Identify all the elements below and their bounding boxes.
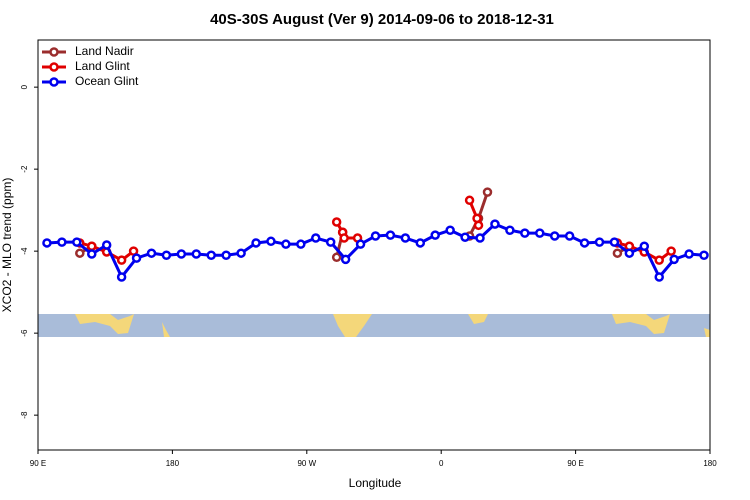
point — [221, 250, 231, 260]
legend-label: Ocean Glint — [75, 74, 139, 88]
point — [699, 250, 709, 260]
chart-title: 40S-30S August (Ver 9) 2014-09-06 to 201… — [210, 11, 554, 28]
point — [331, 217, 342, 227]
point — [654, 255, 664, 265]
plot-frame — [37, 39, 711, 451]
point — [266, 236, 276, 247]
point — [101, 240, 112, 250]
point — [72, 237, 82, 247]
point — [355, 239, 366, 249]
y-tick-label: -6 — [20, 329, 29, 337]
point — [206, 250, 216, 260]
point — [579, 238, 590, 248]
legend-marker — [49, 47, 59, 57]
point — [684, 249, 694, 259]
point — [75, 248, 85, 258]
point — [609, 237, 620, 247]
point — [57, 237, 67, 247]
point — [400, 233, 411, 243]
map-strip — [38, 314, 710, 337]
x-tick-label: 180 — [166, 459, 180, 468]
point — [460, 232, 470, 242]
point — [654, 272, 664, 282]
point — [131, 253, 142, 263]
x-tick-label: 90 E — [567, 459, 583, 468]
point — [505, 225, 515, 235]
point — [161, 250, 172, 260]
point — [612, 248, 623, 258]
point — [339, 233, 349, 243]
point — [666, 246, 676, 256]
point — [624, 248, 635, 258]
point — [116, 272, 127, 282]
y-tick-label: -8 — [20, 411, 29, 419]
x-tick-label: 0 — [439, 459, 444, 468]
point — [87, 249, 97, 259]
point — [482, 187, 493, 197]
point — [464, 195, 475, 206]
point — [296, 239, 306, 249]
x-tick-label: 90 E — [30, 459, 46, 468]
y-tick-label: -4 — [20, 247, 29, 255]
point — [445, 225, 455, 235]
point — [146, 248, 157, 258]
point — [430, 230, 440, 240]
legend-label: Land Glint — [75, 59, 130, 73]
point — [385, 230, 396, 240]
point — [370, 231, 381, 241]
point — [490, 219, 500, 229]
x-axis-label: Longitude — [349, 476, 402, 490]
point — [415, 238, 426, 248]
point — [669, 254, 679, 265]
point — [340, 254, 351, 265]
point — [473, 220, 484, 231]
y-tick-label: -2 — [20, 165, 29, 173]
point — [42, 238, 52, 248]
point — [639, 241, 650, 251]
y-axis-label: XCO2 - MLO trend (ppm) — [0, 178, 14, 313]
point — [236, 248, 246, 258]
point — [191, 249, 202, 259]
point — [281, 239, 291, 249]
series-line — [79, 191, 631, 258]
legend-marker — [49, 77, 59, 87]
point — [535, 228, 545, 238]
point — [87, 241, 97, 251]
point — [176, 249, 187, 259]
point — [594, 237, 605, 247]
point — [564, 231, 575, 241]
point — [331, 252, 342, 263]
point — [520, 228, 530, 238]
y-tick-label: 0 — [20, 84, 29, 89]
x-tick-label: 90 W — [297, 459, 316, 468]
point — [475, 233, 485, 243]
point — [251, 238, 261, 248]
legend-marker — [49, 62, 59, 72]
x-tick-label: 180 — [703, 459, 717, 468]
point — [116, 255, 127, 265]
legend-label: Land Nadir — [75, 44, 134, 58]
point — [311, 233, 321, 243]
point — [549, 231, 560, 241]
point — [325, 237, 336, 247]
